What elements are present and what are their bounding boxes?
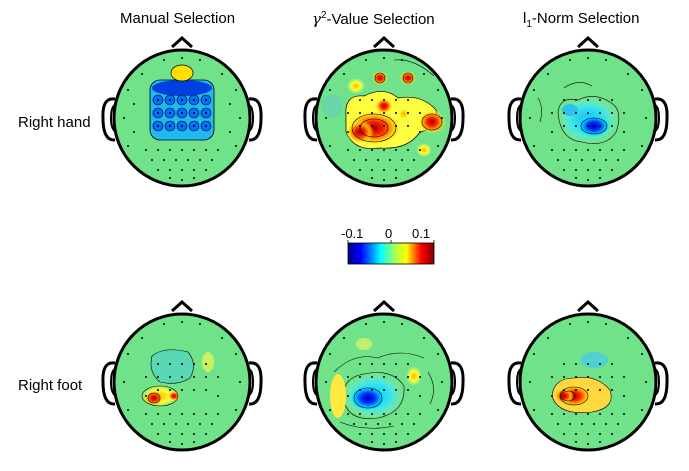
colorbar-tick-mid: 0 — [385, 226, 393, 241]
gamma-symbol: γ — [312, 10, 321, 28]
head-foot-l1 — [507, 299, 669, 452]
head-hand-gamma — [303, 35, 465, 188]
col-title-manual: Manual Selection — [120, 10, 236, 27]
colorbar-tick-max: 0.1 — [412, 226, 431, 241]
l1-title-rest: -Norm Selection — [531, 10, 640, 27]
l1-subscript: 1 — [526, 19, 532, 30]
head-foot-gamma — [303, 299, 465, 452]
gamma-superscript: 2 — [320, 10, 327, 21]
row-label-hand: Right hand — [18, 114, 91, 131]
l1-symbol: l — [523, 10, 527, 27]
head-hand-manual — [101, 35, 263, 188]
head-hand-l1 — [507, 35, 669, 188]
col-title-gamma: γ2-Value Selection — [312, 10, 435, 28]
colorbar-tick-min: -0.1 — [341, 226, 364, 241]
gamma-title-rest: -Value Selection — [326, 11, 435, 28]
col-title-l1: l1-Norm Selection — [523, 10, 639, 30]
row-label-foot: Right foot — [18, 377, 83, 394]
head-foot-manual — [101, 299, 263, 452]
colorbar — [347, 242, 435, 265]
